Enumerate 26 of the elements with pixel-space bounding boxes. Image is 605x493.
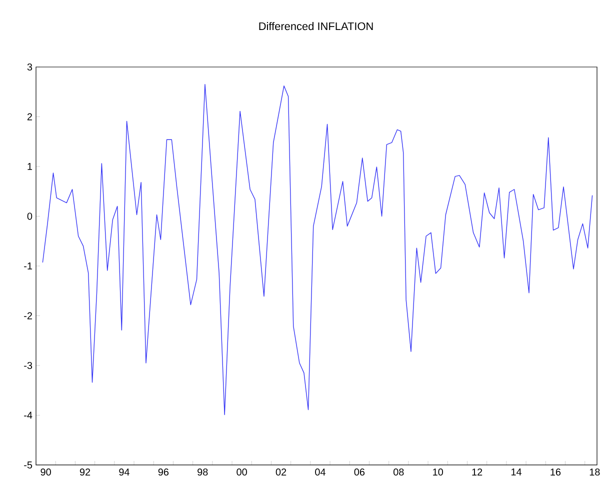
chart-title: Differenced INFLATION — [259, 22, 373, 30]
x-tick-label: 18 — [590, 468, 600, 476]
y-tick-label: -4 — [24, 412, 32, 419]
x-tick-label: 90 — [40, 468, 51, 476]
x-tick-label: 96 — [158, 468, 169, 476]
y-tick-label: -1 — [24, 262, 32, 270]
line-series — [42, 84, 593, 416]
y-tick-label: 2 — [27, 113, 32, 120]
x-tick-label: 16 — [550, 468, 561, 476]
y-tick-label: 0 — [27, 212, 32, 220]
x-tick-label: 92 — [80, 468, 90, 476]
x-tick-label: 12 — [472, 468, 482, 476]
y-tick-label: -5 — [24, 462, 32, 468]
x-tick-label: 02 — [276, 468, 286, 476]
y-tick-label: -2 — [24, 312, 32, 320]
x-tick-label: 06 — [354, 468, 365, 476]
y-tick-label: 3 — [27, 63, 32, 71]
x-tick-label: 98 — [198, 468, 208, 476]
y-tick-label: 1 — [28, 163, 32, 170]
y-tick-label: -3 — [24, 362, 32, 370]
x-tick-label: 14 — [511, 468, 522, 476]
x-tick-label: 04 — [315, 468, 326, 476]
x-tick-label: 08 — [393, 468, 404, 476]
x-tick-label: 10 — [433, 468, 443, 476]
x-tick-label: 00 — [236, 468, 247, 476]
x-tick-label: 94 — [119, 468, 130, 476]
